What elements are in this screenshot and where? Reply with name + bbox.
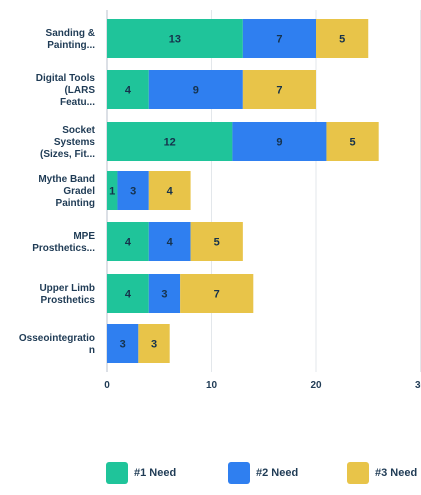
category-label: Digital Tools (LARS Featu... <box>36 73 96 108</box>
category-label: Socket Systems (Sizes, Fit... <box>40 125 96 160</box>
category-label: Upper Limb Prosthetics <box>39 283 95 306</box>
bar-segment <box>180 274 254 313</box>
data-label: 9 <box>193 85 199 97</box>
bar-segment <box>326 122 379 161</box>
bar-segment <box>107 274 149 313</box>
data-label: 7 <box>276 85 282 97</box>
category-label: Osseointegratio n <box>19 333 95 356</box>
category-label: MPE Prosthetics... <box>32 231 95 254</box>
data-label: 12 <box>164 137 176 149</box>
data-label: 7 <box>214 289 220 301</box>
legend-item-need-3: #3 Need <box>347 460 417 486</box>
bar-segment <box>138 324 170 363</box>
bar-segment <box>148 70 243 109</box>
data-label: 1 <box>109 186 115 198</box>
data-label: 3 <box>130 186 136 198</box>
bar-segment <box>148 171 191 210</box>
data-label: 4 <box>167 237 174 249</box>
x-tick-label: 10 <box>206 380 218 391</box>
data-label: 13 <box>169 34 181 46</box>
bar-segment <box>148 222 191 261</box>
bar-segment <box>242 70 316 109</box>
bar-segment <box>242 19 316 58</box>
category-label: Sanding & Painting... <box>46 28 96 51</box>
legend-label-need-3: #3 Need <box>375 467 418 479</box>
data-label: 5 <box>350 137 356 149</box>
data-label: 3 <box>161 289 167 301</box>
legend-item-need-1: #1 Need <box>106 460 176 486</box>
bar-segment <box>107 324 139 363</box>
data-label: 5 <box>214 237 220 249</box>
data-label: 7 <box>276 34 282 46</box>
data-label: 4 <box>125 85 132 97</box>
bar-segment <box>107 222 149 261</box>
x-tick-label: 20 <box>310 380 322 391</box>
bar-segment <box>107 70 149 109</box>
legend: #1 Need #2 Need #3 Need <box>0 460 421 486</box>
data-label: 4 <box>167 186 174 198</box>
category-labels: Sanding & Painting... Digital Tools (LARS Fe… <box>19 28 96 356</box>
x-axis-ticks: 0 10 20 30 <box>104 380 421 391</box>
data-label: 9 <box>276 137 282 149</box>
category-label: Mythe Band Gradel Painting <box>38 174 95 209</box>
stacked-bar-chart: 13 7 54 9 712 9 51 3 44 4 54 3 73 3 Sanding & Painting… <box>19 10 421 391</box>
legend-swatch-need-3 <box>347 462 369 484</box>
bar-segment <box>107 122 233 161</box>
legend-label-need-2: #2 Need <box>256 467 299 479</box>
legend-swatch-need-2 <box>228 462 250 484</box>
legend-item-need-2: #2 Need <box>228 460 298 486</box>
bar-segment <box>117 171 149 210</box>
legend-swatch-need-1 <box>106 462 128 484</box>
bars: 13 7 54 9 712 9 51 3 44 4 54 3 73 3 <box>107 19 379 363</box>
bar-segment <box>316 19 369 58</box>
data-label: 3 <box>120 339 126 351</box>
bar-segment <box>148 274 181 313</box>
data-label: 4 <box>125 237 132 249</box>
x-tick-label: 0 <box>104 380 110 391</box>
bar-segment <box>107 19 243 58</box>
data-label: 3 <box>151 339 157 351</box>
bar-segment <box>232 122 327 161</box>
data-label: 4 <box>125 289 132 301</box>
bar-segment <box>190 222 243 261</box>
data-label: 5 <box>339 34 345 46</box>
bar-segment <box>107 171 118 210</box>
legend-label-need-1: #1 Need <box>134 467 177 479</box>
x-tick-label: 30 <box>415 380 421 391</box>
